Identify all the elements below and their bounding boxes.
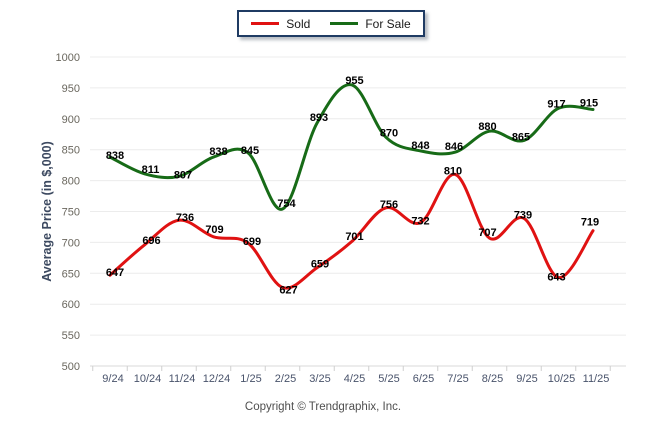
y-axis-tick-label: 550 (62, 330, 80, 342)
y-axis-title: Average Price (in $,000) (40, 141, 54, 282)
x-axis-tick-label: 8/25 (482, 373, 503, 385)
x-axis-tick-label: 9/24 (102, 373, 123, 385)
data-label-sold: 627 (279, 285, 297, 297)
data-label-for-sale: 865 (512, 131, 530, 143)
data-label-sold: 643 (547, 272, 565, 284)
y-axis-tick-label: 1000 (56, 52, 80, 64)
data-label-for-sale: 880 (478, 121, 496, 133)
y-axis-tick-label: 800 (62, 176, 80, 188)
data-label-sold: 707 (478, 227, 496, 239)
y-axis-tick-label: 700 (62, 237, 80, 249)
data-label-for-sale: 955 (345, 75, 363, 87)
data-label-sold: 719 (581, 217, 599, 229)
x-axis-tick-label: 10/24 (134, 373, 162, 385)
x-axis-tick-label: 1/25 (240, 373, 261, 385)
y-axis-tick-label: 900 (62, 114, 80, 126)
x-axis-tick-label: 7/25 (447, 373, 468, 385)
x-axis-tick-label: 12/24 (203, 373, 231, 385)
data-label-sold: 699 (243, 236, 261, 248)
data-label-for-sale: 846 (445, 141, 463, 153)
chart-legend: Sold For Sale (237, 10, 425, 37)
legend-item-label: For Sale (365, 16, 411, 31)
legend-item-sold: Sold (251, 18, 310, 30)
y-axis-tick-label: 750 (62, 207, 80, 219)
data-label-for-sale: 838 (209, 146, 227, 158)
data-label-for-sale: 893 (310, 112, 328, 124)
y-axis-tick-label: 600 (62, 299, 80, 311)
data-label-sold: 709 (205, 224, 223, 236)
data-label-sold: 701 (345, 231, 363, 243)
data-label-sold: 736 (176, 212, 194, 224)
x-axis-tick-label: 3/25 (309, 373, 330, 385)
copyright-text: Copyright © Trendgraphix, Inc. (244, 401, 402, 413)
y-axis-tick-label: 850 (62, 145, 80, 157)
x-axis-tick-label: 11/25 (583, 373, 610, 385)
legend-line-swatch-icon (330, 22, 359, 25)
legend-line-swatch-icon (251, 22, 280, 25)
series-line-for-sale (108, 83, 595, 211)
data-label-for-sale: 807 (174, 169, 192, 181)
x-axis-tick-label: 6/25 (413, 373, 434, 385)
y-axis-tick-label: 650 (62, 268, 80, 280)
average-price-line-chart: 500 550 600 650 700 750 800 850 900 950 1000 9/24 10… (40, 52, 626, 385)
data-label-sold: 739 (514, 209, 532, 221)
data-label-for-sale: 754 (277, 198, 296, 210)
data-label-for-sale: 848 (411, 140, 429, 152)
data-label-for-sale: 917 (547, 98, 565, 110)
x-axis-tick-label: 9/25 (516, 373, 537, 385)
legend-item-for-sale: For Sale (330, 16, 411, 31)
data-label-for-sale: 870 (380, 127, 398, 139)
y-axis-tick-label: 950 (62, 83, 80, 95)
data-label-sold: 659 (311, 259, 329, 271)
series-line-sold (108, 172, 595, 290)
data-label-for-sale: 811 (142, 164, 160, 176)
x-axis-tick-label: 5/25 (378, 373, 399, 385)
x-axis-tick-label: 2/25 (275, 373, 296, 385)
data-label-for-sale: 915 (580, 98, 598, 110)
data-label-for-sale: 845 (241, 145, 259, 157)
data-label-sold: 810 (444, 165, 462, 177)
data-label-sold: 647 (106, 267, 124, 279)
legend-item-label: Sold (286, 16, 311, 31)
data-label-for-sale: 838 (106, 150, 124, 162)
x-axis-tick-label: 11/24 (169, 373, 196, 385)
x-axis-tick-label: 10/25 (548, 373, 576, 385)
data-label-sold: 696 (142, 235, 160, 247)
data-label-sold: 732 (411, 216, 429, 228)
data-label-sold: 756 (380, 199, 398, 211)
x-axis-tick-label: 4/25 (344, 373, 365, 385)
y-axis-tick-label: 500 (62, 361, 80, 373)
